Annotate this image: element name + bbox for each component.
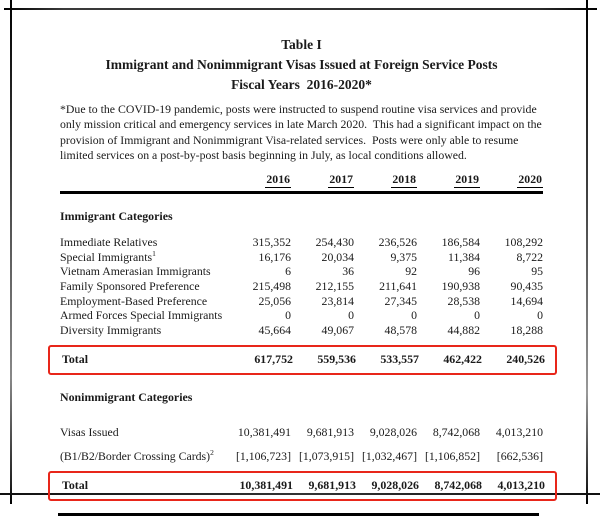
year-header-2019: 2019 [454, 172, 480, 189]
table-bottom-rule [58, 512, 539, 516]
row-immigrant-total: Total 617,752 559,536 533,557 462,422 24… [62, 352, 545, 367]
row-armed-forces: Armed Forces Special Immigrants 0 0 0 0 … [60, 308, 543, 323]
row-family-sponsored: Family Sponsored Preference 215,498 212,… [60, 278, 543, 293]
row-vietnam-amerasian: Vietnam Amerasian Immigrants 6 36 92 96 … [60, 264, 543, 279]
page-frame-bottom [0, 493, 600, 495]
row-nonimmigrant-total: Total 10,381,491 9,681,913 9,028,026 8,7… [62, 478, 545, 493]
page-frame-right [586, 0, 588, 504]
nonimmigrant-total-highlight-box: Total 10,381,491 9,681,913 9,028,026 8,7… [48, 471, 557, 501]
footnote-ref-1: 1 [152, 248, 156, 258]
year-header-2016: 2016 [265, 172, 291, 189]
immigrant-total-highlight-box: Total 617,752 559,536 533,557 462,422 24… [48, 345, 557, 375]
year-header-2018: 2018 [391, 172, 417, 189]
page-frame-left [10, 0, 12, 504]
header-rule [60, 191, 543, 195]
title-block: Table I Immigrant and Nonimmigrant Visas… [60, 35, 543, 95]
year-header-spacer [60, 172, 228, 188]
row-employment-based: Employment-Based Preference 25,056 23,81… [60, 293, 543, 308]
immigrant-categories-heading: Immigrant Categories [60, 209, 173, 224]
nonimmigrant-rows: Visas Issued 10,381,491 9,681,913 9,028,… [60, 425, 543, 463]
row-immediate-relatives: Immediate Relatives 315,352 254,430 236,… [60, 235, 543, 250]
year-header-2020: 2020 [517, 172, 543, 189]
document-page: Table I Immigrant and Nonimmigrant Visas… [48, 0, 557, 516]
row-diversity-immigrants: Diversity Immigrants 45,664 49,067 48,57… [60, 322, 543, 337]
row-special-immigrants: Special Immigrants1 16,176 20,034 9,375 … [60, 248, 543, 264]
covid-footnote: *Due to the COVID-19 pandemic, posts wer… [60, 102, 542, 162]
row-visas-issued: Visas Issued 10,381,491 9,681,913 9,028,… [60, 424, 543, 439]
page-frame-top [4, 8, 597, 10]
row-border-crossing-cards: (B1/B2/Border Crossing Cards)2 [1,106,72… [60, 447, 543, 463]
table-main-title: Immigrant and Nonimmigrant Visas Issued … [105, 57, 498, 72]
footnote-ref-2: 2 [210, 447, 214, 457]
year-header-row: 2016 2017 2018 2019 2020 [60, 172, 543, 189]
year-header-2017: 2017 [328, 172, 354, 189]
table-subtitle: Fiscal Years 2016-2020* [231, 77, 372, 92]
table-number-title: Table I [281, 37, 322, 52]
nonimmigrant-categories-heading: Nonimmigrant Categories [60, 389, 193, 404]
immigrant-rows: Immediate Relatives 315,352 254,430 236,… [60, 235, 543, 337]
